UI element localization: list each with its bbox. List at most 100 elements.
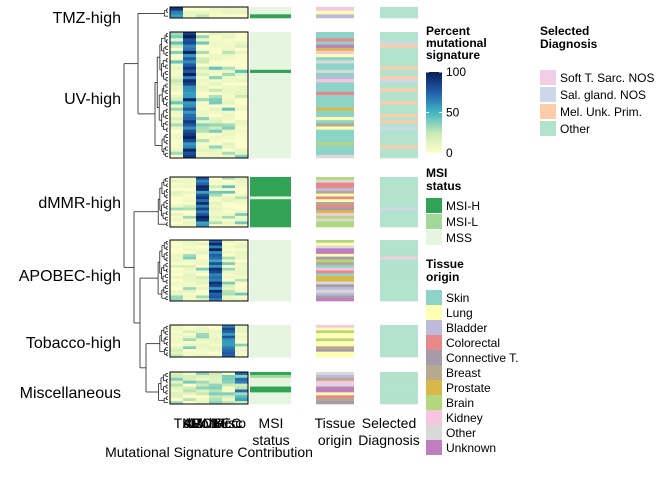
heatmap-cell (196, 395, 210, 399)
heatmap-cell (183, 63, 197, 67)
heatmap-cell (196, 151, 210, 156)
selected-diagnosis-cell (380, 88, 418, 93)
selected-diagnosis-cell (380, 204, 418, 208)
heatmap-cell (183, 330, 197, 334)
msi-status-cell (250, 335, 291, 339)
heatmap-cell (209, 72, 223, 77)
selected-diagnosis-cell (380, 188, 418, 192)
msi-status-cell (250, 210, 291, 214)
heatmap-cell (209, 327, 223, 331)
heatmap-cell (183, 79, 197, 83)
heatmap-cell (183, 104, 197, 108)
heatmap-cell (209, 218, 223, 222)
heatmap-cell (196, 98, 210, 102)
heatmap-cell (183, 248, 197, 252)
heatmap-cell (235, 107, 249, 112)
heatmap-cell (196, 292, 210, 296)
tissue-origin-cell (316, 374, 354, 379)
heatmap-cell (170, 188, 184, 192)
heatmap-cell (209, 193, 223, 197)
heatmap-cell (170, 284, 184, 288)
heatmap-cell (183, 182, 197, 186)
heatmap-cell (222, 126, 236, 130)
heatmap-cell (170, 295, 184, 299)
heatmap-cell (222, 44, 236, 49)
tissue-origin-cell (316, 196, 354, 200)
heatmap-cell (170, 215, 184, 219)
msi-status-cell (250, 273, 291, 277)
tissue-legend-key (426, 290, 442, 305)
heatmap-cell (222, 343, 236, 347)
heatmap-cell (170, 139, 184, 143)
heatmap-cell (170, 335, 184, 339)
heatmap-cell (209, 76, 223, 80)
heatmap-cell (209, 330, 223, 334)
heatmap-cell (235, 154, 249, 159)
heatmap-cell (235, 76, 249, 80)
heatmap-cell (196, 79, 210, 83)
heatmap-cell (209, 395, 223, 399)
heatmap-cell (196, 281, 210, 285)
heatmap-cell (170, 38, 184, 42)
heatmap-cell (170, 338, 184, 342)
colorbar-title: mutational (426, 36, 487, 50)
heatmap-cell (222, 185, 236, 189)
selected-diagnosis-cell (380, 154, 418, 159)
msi-status-cell (250, 289, 291, 293)
selected-diagnosis-cell (380, 295, 418, 299)
heatmap-cell (196, 343, 210, 347)
heatmap-cell (222, 240, 236, 244)
heatmap-cell (170, 145, 184, 149)
heatmap-cell (183, 380, 197, 384)
heatmap-cell (183, 354, 197, 358)
heatmap-cell (183, 346, 197, 350)
heatmap-cell (235, 151, 249, 156)
diagnosis-legend-key (540, 70, 556, 85)
msi-status-cell (250, 66, 291, 71)
heatmap-cell (170, 374, 184, 379)
heatmap-cell (183, 193, 197, 197)
selected-diagnosis-cell (380, 7, 418, 11)
heatmap-cell (183, 338, 197, 342)
heatmap-cell (183, 333, 197, 336)
heatmap-cell (196, 218, 210, 222)
heatmap-cell (209, 374, 223, 379)
heatmap-cell (170, 60, 184, 64)
heatmap-cell (209, 14, 223, 19)
annotation-column-label: Tissue (315, 415, 356, 431)
tissue-origin-cell (316, 132, 354, 137)
heatmap-cell (235, 193, 249, 197)
heatmap-cell (170, 104, 184, 108)
heatmap-cell (170, 199, 184, 203)
heatmap-cell (235, 245, 249, 249)
heatmap-cell (209, 245, 223, 249)
heatmap-cell (183, 278, 197, 282)
heatmap-block-border (169, 371, 249, 405)
diagnosis-legend-label: Mel. Unk. Prim. (560, 105, 642, 119)
heatmap-cell (209, 132, 223, 137)
heatmap-cell (170, 251, 184, 255)
heatmap-cell (222, 142, 236, 146)
heatmap-cell (183, 374, 197, 379)
heatmap-cell (183, 69, 197, 74)
tissue-origin-cell (316, 79, 354, 83)
msi-status-cell (250, 132, 291, 137)
msi-status-cell (250, 190, 291, 194)
heatmap-cell (222, 346, 236, 350)
selected-diagnosis-cell (380, 218, 418, 222)
heatmap-cell (222, 341, 236, 344)
tissue-origin-cell (316, 185, 354, 189)
heatmap-cell (222, 177, 236, 181)
heatmap-cell (183, 88, 197, 93)
selected-diagnosis-cell (380, 327, 418, 331)
msi-status-cell (250, 145, 291, 149)
heatmap-cell (196, 44, 210, 49)
heatmap-cell (235, 386, 249, 390)
heatmap-cell (235, 349, 249, 352)
tissue-origin-cell (316, 207, 354, 211)
tissue-origin-cell (316, 351, 354, 355)
heatmap-cell (183, 177, 197, 181)
heatmap-cell (183, 185, 197, 189)
heatmap-cell (196, 129, 210, 134)
selected-diagnosis-cell (380, 69, 418, 74)
